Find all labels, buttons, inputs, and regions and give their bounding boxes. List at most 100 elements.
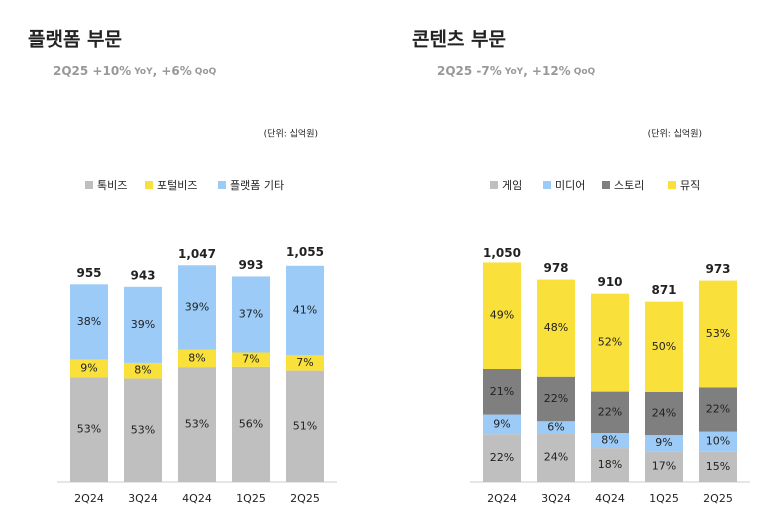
- segment-label: 18%: [598, 458, 622, 471]
- segment-label: 52%: [598, 336, 622, 349]
- bar-segment: [70, 377, 108, 482]
- segment-label: 7%: [296, 356, 313, 369]
- legend-swatch: [218, 181, 226, 189]
- segment-label: 9%: [493, 417, 510, 430]
- x-tick-label: 2Q25: [290, 492, 320, 505]
- segment-label: 53%: [77, 423, 101, 436]
- segment-label: 22%: [544, 392, 568, 405]
- segment-label: 17%: [652, 460, 676, 473]
- bar-segment: [178, 367, 216, 482]
- segment-label: 22%: [706, 402, 730, 415]
- legend-swatch: [490, 181, 498, 189]
- bar-segment: [178, 349, 216, 368]
- bar-segment: [178, 265, 216, 350]
- bar-segment: [591, 293, 629, 392]
- subtitle: 2Q25 -7% YoY, +12% QoQ: [437, 64, 596, 78]
- bar-segment: [645, 391, 683, 436]
- total-label: 955: [76, 266, 101, 280]
- legend-label: 톡비즈: [97, 179, 127, 192]
- bar-segment: [286, 355, 324, 371]
- segment-label: 22%: [598, 405, 622, 418]
- segment-label: 38%: [77, 315, 101, 328]
- bar-segment: [537, 433, 575, 482]
- segment-label: 48%: [544, 321, 568, 334]
- bar-segment: [591, 448, 629, 482]
- bar-segment: [124, 378, 162, 482]
- segment-label: 21%: [490, 385, 514, 398]
- segment-label: 39%: [131, 318, 155, 331]
- subtitle-part: YoY: [133, 67, 153, 77]
- bar-segment: [537, 421, 575, 434]
- segment-label: 37%: [239, 307, 263, 320]
- legend-label: 뮤직: [680, 179, 700, 192]
- x-tick-label: 1Q25: [649, 492, 679, 505]
- legend-label: 스토리: [614, 179, 644, 192]
- legend-label: 미디어: [555, 179, 585, 192]
- total-label: 1,055: [286, 245, 324, 259]
- segment-label: 53%: [185, 418, 209, 431]
- segment-label: 8%: [134, 364, 151, 377]
- subtitle-part: , +6%: [153, 64, 192, 78]
- legend-label: 게임: [502, 179, 522, 192]
- bar-segment: [699, 451, 737, 482]
- segment-label: 49%: [490, 309, 514, 322]
- legend-swatch: [543, 181, 551, 189]
- bar-segment: [645, 435, 683, 452]
- x-tick-label: 1Q25: [236, 492, 266, 505]
- bar-segment: [286, 370, 324, 482]
- x-tick-label: 4Q24: [595, 492, 625, 505]
- bar-segment: [124, 362, 162, 379]
- section-title: 플랫폼 부문: [28, 29, 122, 51]
- bar-segment: [232, 366, 270, 482]
- legend-label: 포털비즈: [157, 179, 197, 192]
- total-label: 910: [597, 275, 622, 289]
- segment-label: 10%: [706, 435, 730, 448]
- legend-swatch: [145, 181, 153, 189]
- section-title: 콘텐츠 부문: [412, 29, 506, 51]
- x-tick-label: 3Q24: [541, 492, 571, 505]
- subtitle-part: 2Q25 -7%: [437, 64, 502, 78]
- total-label: 973: [705, 262, 730, 276]
- segment-label: 8%: [601, 434, 618, 447]
- x-tick-label: 2Q24: [487, 492, 517, 505]
- bar-segment: [645, 301, 683, 392]
- segment-label: 41%: [293, 304, 317, 317]
- unit-note: (단위: 십억원): [648, 128, 702, 140]
- segment-label: 53%: [706, 327, 730, 340]
- subtitle-part: 2Q25 +10%: [53, 64, 131, 78]
- segment-label: 50%: [652, 340, 676, 353]
- segment-label: 7%: [242, 353, 259, 366]
- segment-label: 53%: [131, 423, 155, 436]
- segment-label: 24%: [544, 451, 568, 464]
- total-label: 978: [543, 261, 568, 275]
- legend-swatch: [85, 181, 93, 189]
- x-tick-label: 3Q24: [128, 492, 158, 505]
- segment-label: 51%: [293, 419, 317, 432]
- bar-segment: [483, 368, 521, 415]
- bar-segment: [591, 433, 629, 449]
- bar-segment: [537, 376, 575, 422]
- x-tick-label: 2Q25: [703, 492, 733, 505]
- segment-label: 24%: [652, 406, 676, 419]
- bar-segment: [232, 276, 270, 353]
- total-label: 1,047: [178, 247, 216, 261]
- bar-segment: [537, 279, 575, 377]
- legend-swatch: [668, 181, 676, 189]
- segment-label: 9%: [80, 361, 97, 374]
- unit-note: (단위: 십억원): [264, 128, 318, 140]
- bar-segment: [699, 280, 737, 388]
- bar-segment: [645, 451, 683, 482]
- bar-segment: [483, 434, 521, 482]
- bar-segment: [70, 284, 108, 360]
- bar-segment: [70, 359, 108, 378]
- bar-segment: [591, 391, 629, 434]
- bar-segment: [286, 265, 324, 356]
- segment-label: 8%: [188, 351, 205, 364]
- x-tick-label: 4Q24: [182, 492, 212, 505]
- total-label: 1,050: [483, 246, 521, 260]
- subtitle-part: YoY: [504, 67, 524, 77]
- total-label: 871: [651, 283, 676, 297]
- bar-segment: [232, 352, 270, 367]
- subtitle: 2Q25 +10% YoY, +6% QoQ: [53, 64, 217, 78]
